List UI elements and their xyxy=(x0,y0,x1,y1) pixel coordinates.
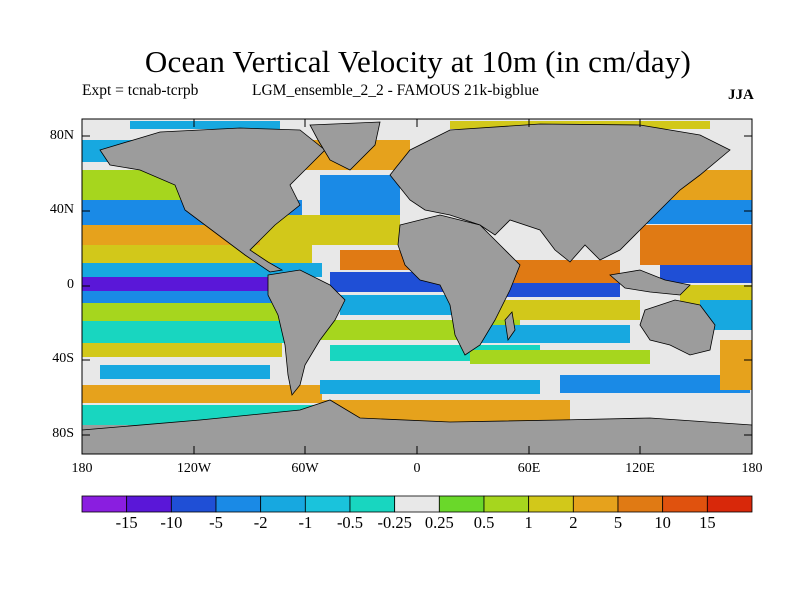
colorbar-box xyxy=(617,495,664,513)
colorbar-box xyxy=(304,495,351,513)
lat-label-40s: 40S xyxy=(52,351,74,366)
lon-label-120w: 120W xyxy=(176,461,212,476)
colorbar-box xyxy=(81,495,128,513)
lon-label-0: 0 xyxy=(413,461,421,476)
lon-label-120e: 120E xyxy=(625,461,655,476)
colorbar-box xyxy=(394,495,440,513)
map-title: Ocean Vertical Velocity at 10m (in cm/da… xyxy=(144,44,692,79)
colorbar-label: 1 xyxy=(524,513,533,532)
colorbar-label: -10 xyxy=(160,513,183,532)
lon-label-60e: 60E xyxy=(517,461,541,476)
colorbar-label: 5 xyxy=(613,513,623,532)
colorbar-box xyxy=(126,495,172,513)
colorbar-label: -5 xyxy=(209,513,223,532)
colorbar-label: -0.5 xyxy=(336,513,364,532)
colorbar-label: 15 xyxy=(699,513,716,532)
colorbar-box xyxy=(438,495,485,513)
colorbar-box xyxy=(528,495,574,513)
lon-ticks xyxy=(193,119,641,454)
colorbar-label: -15 xyxy=(115,513,138,532)
season-label: JJA xyxy=(728,87,754,103)
lat-ticks xyxy=(82,135,752,436)
land-masses xyxy=(82,121,752,454)
lat-label-40n: 40N xyxy=(49,202,74,217)
colorbar-box xyxy=(215,495,262,513)
colorbar-label: -0.25 xyxy=(377,513,412,532)
lon-label-60w: 60W xyxy=(291,461,319,476)
colorbar-box xyxy=(572,495,619,513)
colorbar-box xyxy=(662,495,708,513)
colorbar-box xyxy=(483,495,530,513)
lat-label-0: 0 xyxy=(67,277,74,292)
colorbar-label: 2 xyxy=(569,513,578,532)
colorbar-box xyxy=(170,495,217,513)
lat-label-80n: 80N xyxy=(49,128,74,143)
colorbar-box xyxy=(349,495,396,513)
lat-label-80s: 80S xyxy=(52,426,74,441)
colorbar-label: 10 xyxy=(654,513,671,532)
model-label: LGM_ensemble_2_2 - FAMOUS 21k-bigblue xyxy=(252,82,539,99)
colorbar-label: 0.25 xyxy=(424,513,454,532)
lon-label-180e: 180 xyxy=(741,461,763,476)
experiment-label: Expt = tcnab-tcrpb xyxy=(82,82,199,99)
colorbar xyxy=(81,495,753,513)
colorbar-label: -1 xyxy=(298,513,313,532)
colorbar-label: 0.5 xyxy=(473,513,495,532)
colorbar-box xyxy=(260,495,306,513)
colorbar-box xyxy=(706,495,753,513)
colorbar-label: -2 xyxy=(253,513,268,532)
lon-label-180w: 180 xyxy=(71,461,93,476)
